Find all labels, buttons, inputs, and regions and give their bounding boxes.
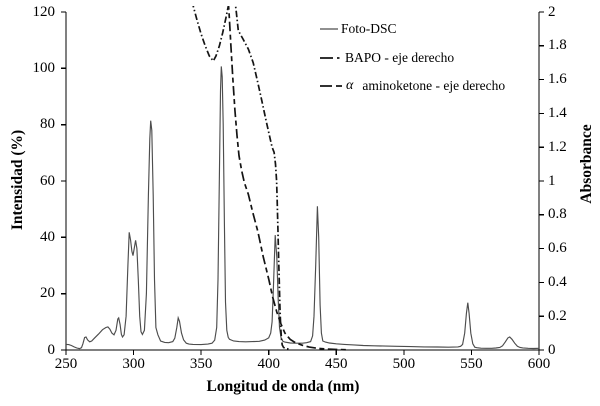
y-left-tick-label: 40: [40, 228, 55, 245]
x-tick-label: 500: [392, 356, 416, 372]
legend-item-bapo: BAPO - eje derecho: [319, 44, 505, 73]
x-tick-label: 350: [189, 356, 213, 372]
foto-dsc-curve: [65, 66, 540, 350]
y-right-tick-label: 1.6: [548, 71, 567, 88]
y-left-tick-label: 80: [40, 116, 55, 133]
legend: Foto-DSC BAPO - eje derecho α aminoketon…: [319, 15, 505, 101]
y-right-tick-label: 1: [548, 172, 556, 189]
dash-line-icon: [320, 85, 342, 88]
y-right-tick-label: 0.8: [548, 206, 567, 223]
y-right-tick-label: 0.6: [548, 240, 567, 257]
y-right-tick-label: 0: [548, 341, 556, 358]
x-tick-label: 300: [122, 356, 145, 372]
x-tick-label: 550: [460, 356, 483, 372]
y-left-tick-label: 120: [32, 3, 56, 20]
y-right-tick-label: 0.2: [548, 307, 567, 324]
legend-item-aminoketone: α aminoketone - eje derecho: [319, 72, 505, 101]
y-left-tick-label: 60: [40, 172, 55, 189]
x-tick-label: 400: [257, 356, 280, 372]
legend-label-foto-dsc: Foto-DSC: [341, 21, 397, 37]
legend-item-foto-dsc: Foto-DSC: [319, 15, 505, 44]
y-right-tick-label: 0.4: [548, 273, 567, 290]
y-right-tick-label: 2: [548, 3, 556, 20]
bapo-curve: [192, 6, 291, 351]
dash-dot-line-icon: [320, 56, 342, 59]
y-right-tick-label: 1.2: [548, 138, 567, 155]
y-right-tick-label: 1.4: [548, 104, 567, 121]
y-left-tick-label: 0: [47, 341, 56, 358]
y-left-tick-label: 100: [32, 59, 56, 76]
x-tick-label: 600: [527, 356, 551, 372]
x-tick-label: 250: [54, 356, 78, 372]
y-left-tick-label: 20: [40, 285, 55, 302]
legend-label-bapo: BAPO - eje derecho: [345, 49, 455, 65]
y-right-tick-label: 1.8: [548, 37, 567, 54]
x-tick-label: 450: [325, 356, 348, 372]
x-axis-title: Longitud de onda (nm): [206, 378, 360, 395]
aminoketone-curve: [227, 6, 348, 351]
legend-label-aminoketone: aminoketone - eje derecho: [362, 78, 506, 94]
legend-alpha-symbol: α: [346, 78, 354, 94]
solid-line-icon: [320, 28, 338, 30]
